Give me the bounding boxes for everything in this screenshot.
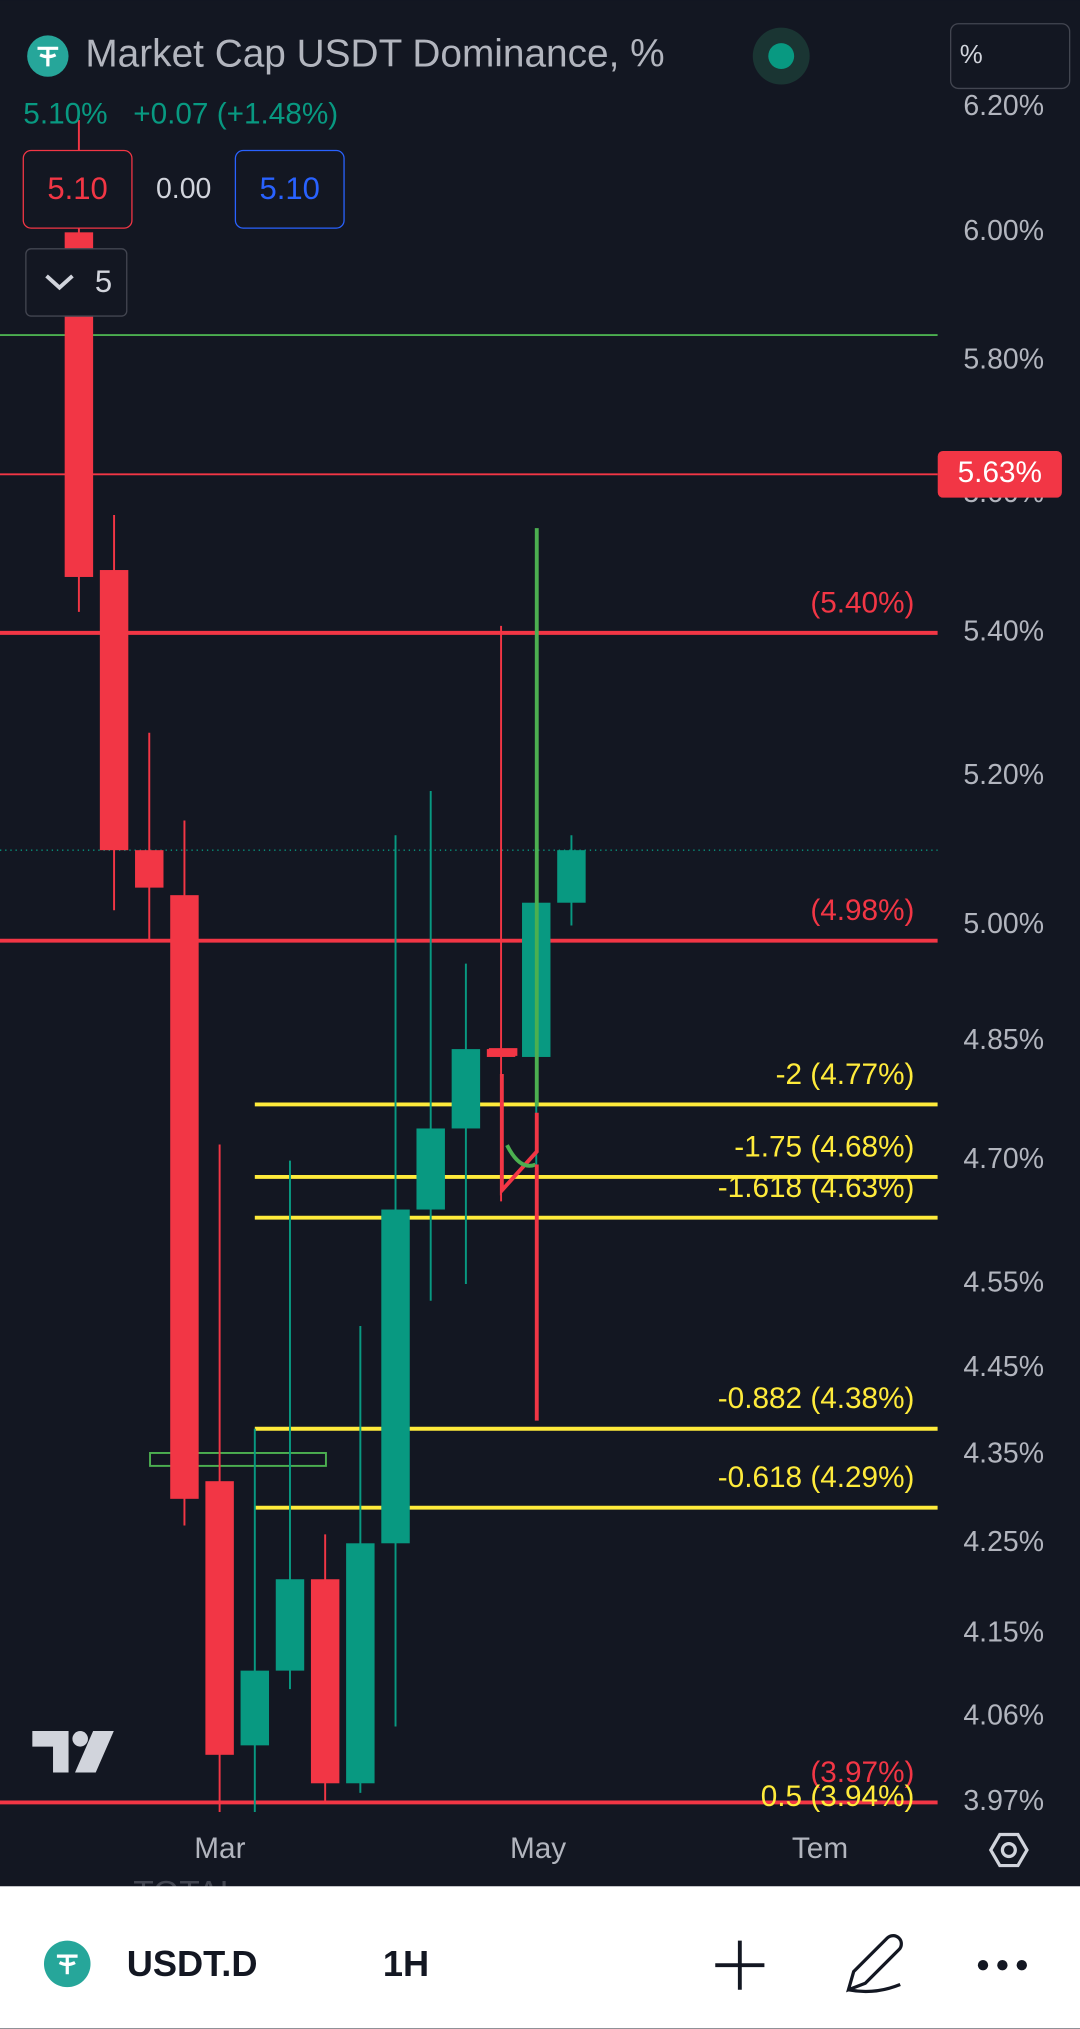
fib-label: -0.618 (4.29%) — [718, 1461, 915, 1494]
chevron-icon[interactable] — [45, 274, 74, 291]
candle-body — [346, 1543, 375, 1784]
y-tick-label: 4.55% — [963, 1267, 1044, 1299]
y-tick-label: 4.85% — [963, 1024, 1044, 1056]
level-label: (4.98%) — [810, 894, 914, 927]
price-change: +0.07 (+1.48%) — [133, 97, 338, 130]
buy-price[interactable]: 5.10 — [260, 171, 320, 206]
settings-icon[interactable] — [988, 1832, 1029, 1868]
fib-label: -1.75 (4.68%) — [734, 1130, 914, 1163]
candle-body — [240, 1670, 270, 1746]
toolbar — [0, 1886, 1080, 2029]
indicators-count[interactable]: 5 — [95, 264, 112, 299]
candle-body — [170, 895, 199, 1499]
drawing-path — [499, 1073, 539, 1196]
unit-button[interactable] — [950, 23, 1071, 90]
price-tag-label: 5.63% — [958, 456, 1042, 489]
toolbar-logo-glyph — [56, 1954, 78, 1975]
x-tick-label: Tem — [792, 1832, 848, 1865]
x-tick-label: May — [510, 1832, 566, 1865]
toolbar-interval[interactable]: 1H — [383, 1943, 429, 1984]
add-button[interactable] — [715, 1940, 765, 1990]
sell-price[interactable]: 5.10 — [47, 171, 107, 206]
y-tick-label: 5.40% — [963, 615, 1044, 647]
y-tick-label: 5.80% — [963, 344, 1044, 376]
x-tick-label: Mar — [194, 1832, 245, 1865]
candle-body — [381, 1209, 410, 1544]
candle-body — [135, 850, 164, 888]
unit-button-label[interactable]: % — [960, 41, 983, 69]
fib-label: -0.882 (4.38%) — [718, 1382, 915, 1415]
buy-button[interactable] — [234, 149, 345, 229]
toolbar-symbol[interactable]: USDT.D — [127, 1943, 258, 1984]
drawing-path — [505, 1144, 537, 1168]
level-label: (3.97%) — [810, 1756, 914, 1789]
fib-label: -2 (4.77%) — [776, 1058, 915, 1091]
y-tick-label: 4.35% — [963, 1437, 1044, 1469]
chart-title: Market Cap USDT Dominance, % — [85, 32, 664, 75]
y-tick-label: 6.20% — [963, 90, 1044, 122]
fib-label: 0.5 (3.94%) — [761, 1780, 915, 1813]
y-tick-label: 3.97% — [963, 1785, 1044, 1817]
y-tick-label: 6.00% — [963, 215, 1044, 247]
zone-box — [149, 1451, 327, 1467]
y-tick-label: 4.45% — [963, 1351, 1044, 1383]
candle-body — [416, 1128, 445, 1210]
level-label: (5.40%) — [810, 586, 914, 619]
draw-button[interactable] — [846, 1933, 903, 1994]
plot-area: (5.40%) (4.98%) (3.97%) — [0, 119, 938, 1812]
fib-label: -1.618 (4.63%) — [718, 1171, 915, 1204]
price-axis: 6.20%6.00%5.80%5.60%5.40%5.20%5.00%4.85%… — [963, 90, 1044, 1817]
candle-body — [451, 1049, 481, 1129]
y-tick-label: 5.20% — [963, 759, 1044, 791]
tv-logo — [32, 1731, 114, 1773]
candle-body — [205, 1481, 234, 1755]
candle-body — [310, 1579, 340, 1784]
y-tick-label: 4.06% — [963, 1700, 1044, 1732]
status-dot — [768, 43, 795, 70]
y-tick-label: 4.15% — [963, 1616, 1044, 1648]
y-tick-label: 4.70% — [963, 1143, 1044, 1175]
logo-glyph — [37, 46, 59, 67]
settings-icon-center[interactable] — [1000, 1841, 1017, 1859]
last-price: 5.10% — [23, 97, 107, 130]
y-tick-label: 4.25% — [963, 1526, 1044, 1558]
candle-body — [557, 850, 586, 903]
spread: 0.00 — [156, 173, 211, 205]
candle-body — [99, 570, 129, 851]
sell-button[interactable] — [22, 149, 133, 229]
y-tick-label: 5.00% — [963, 908, 1044, 940]
candle-body — [275, 1579, 305, 1671]
indicators-toggle[interactable] — [25, 248, 128, 317]
price-tag — [937, 451, 1062, 498]
more-button[interactable] — [977, 1959, 1027, 1971]
